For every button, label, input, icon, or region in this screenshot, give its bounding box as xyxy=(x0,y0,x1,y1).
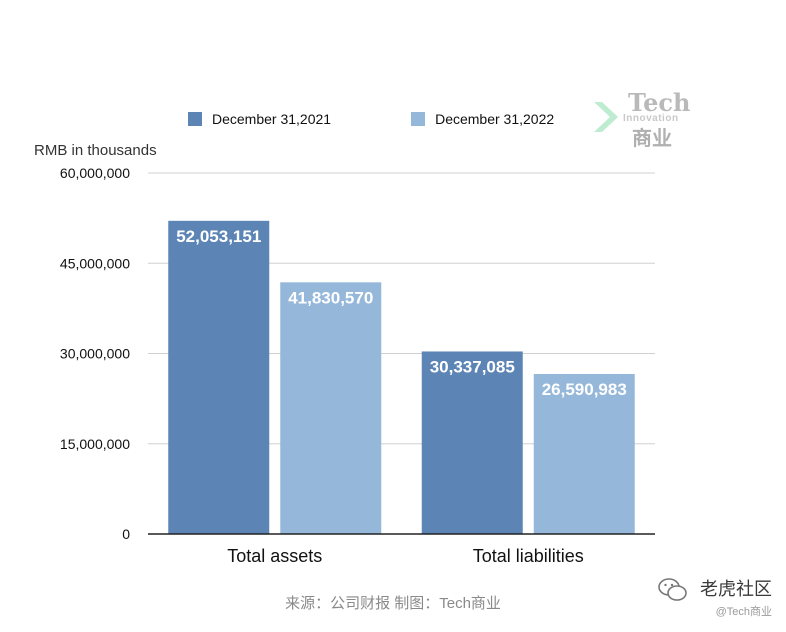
y-tick-label: 15,000,000 xyxy=(60,436,130,452)
y-tick-label: 60,000,000 xyxy=(60,165,130,181)
legend-item-2021: December 31,2021 xyxy=(188,111,331,127)
y-tick-label: 45,000,000 xyxy=(60,255,130,271)
chevron-right-icon xyxy=(594,102,618,132)
legend-item-2022: December 31,2022 xyxy=(411,111,554,127)
logo-text-innovation: Innovation xyxy=(623,113,679,124)
watermark-handle: @Tech商业 xyxy=(715,606,772,618)
x-tick-label: Total liabilities xyxy=(473,546,584,566)
legend-label-2022: December 31,2022 xyxy=(435,111,555,127)
bar-value-label: 26,590,983 xyxy=(542,380,627,399)
legend-label-2021: December 31,2021 xyxy=(212,111,332,127)
bar xyxy=(533,374,635,534)
x-axis-ticks: Total assets Total liabilities xyxy=(227,546,584,566)
watermark: 老虎社区 @Tech商业 xyxy=(658,575,772,619)
tech-logo: Tech Innovation 商业 xyxy=(590,88,700,150)
logo-text-tech: Tech xyxy=(628,88,691,117)
y-tick-label: 30,000,000 xyxy=(60,346,130,362)
bar xyxy=(280,282,382,534)
bars xyxy=(168,220,635,534)
legend: December 31,2021 December 31,2022 xyxy=(188,111,634,127)
y-axis-unit-label: RMB in thousands xyxy=(34,142,157,159)
bar xyxy=(421,351,523,534)
wechat-icon xyxy=(658,578,687,601)
logo-text-shangye: 商业 xyxy=(632,128,672,150)
bar-value-labels: 52,053,151 41,830,570 30,337,085 26,590,983 xyxy=(176,227,627,399)
bar-value-label: 52,053,151 xyxy=(176,227,261,246)
bar-value-label: 41,830,570 xyxy=(288,288,373,307)
bar-value-label: 30,337,085 xyxy=(430,357,515,376)
legend-swatch-2022 xyxy=(411,112,426,126)
legend-swatch-2021 xyxy=(188,112,202,126)
y-tick-label: 0 xyxy=(122,526,130,542)
y-axis-ticks: 0 15,000,000 30,000,000 45,000,000 60,000,00… xyxy=(60,165,130,542)
bar xyxy=(168,220,270,534)
watermark-title: 老虎社区 xyxy=(700,579,772,599)
x-tick-label: Total assets xyxy=(227,546,322,566)
source-caption: 来源：公司财报 制图：Tech商业 xyxy=(285,595,501,612)
